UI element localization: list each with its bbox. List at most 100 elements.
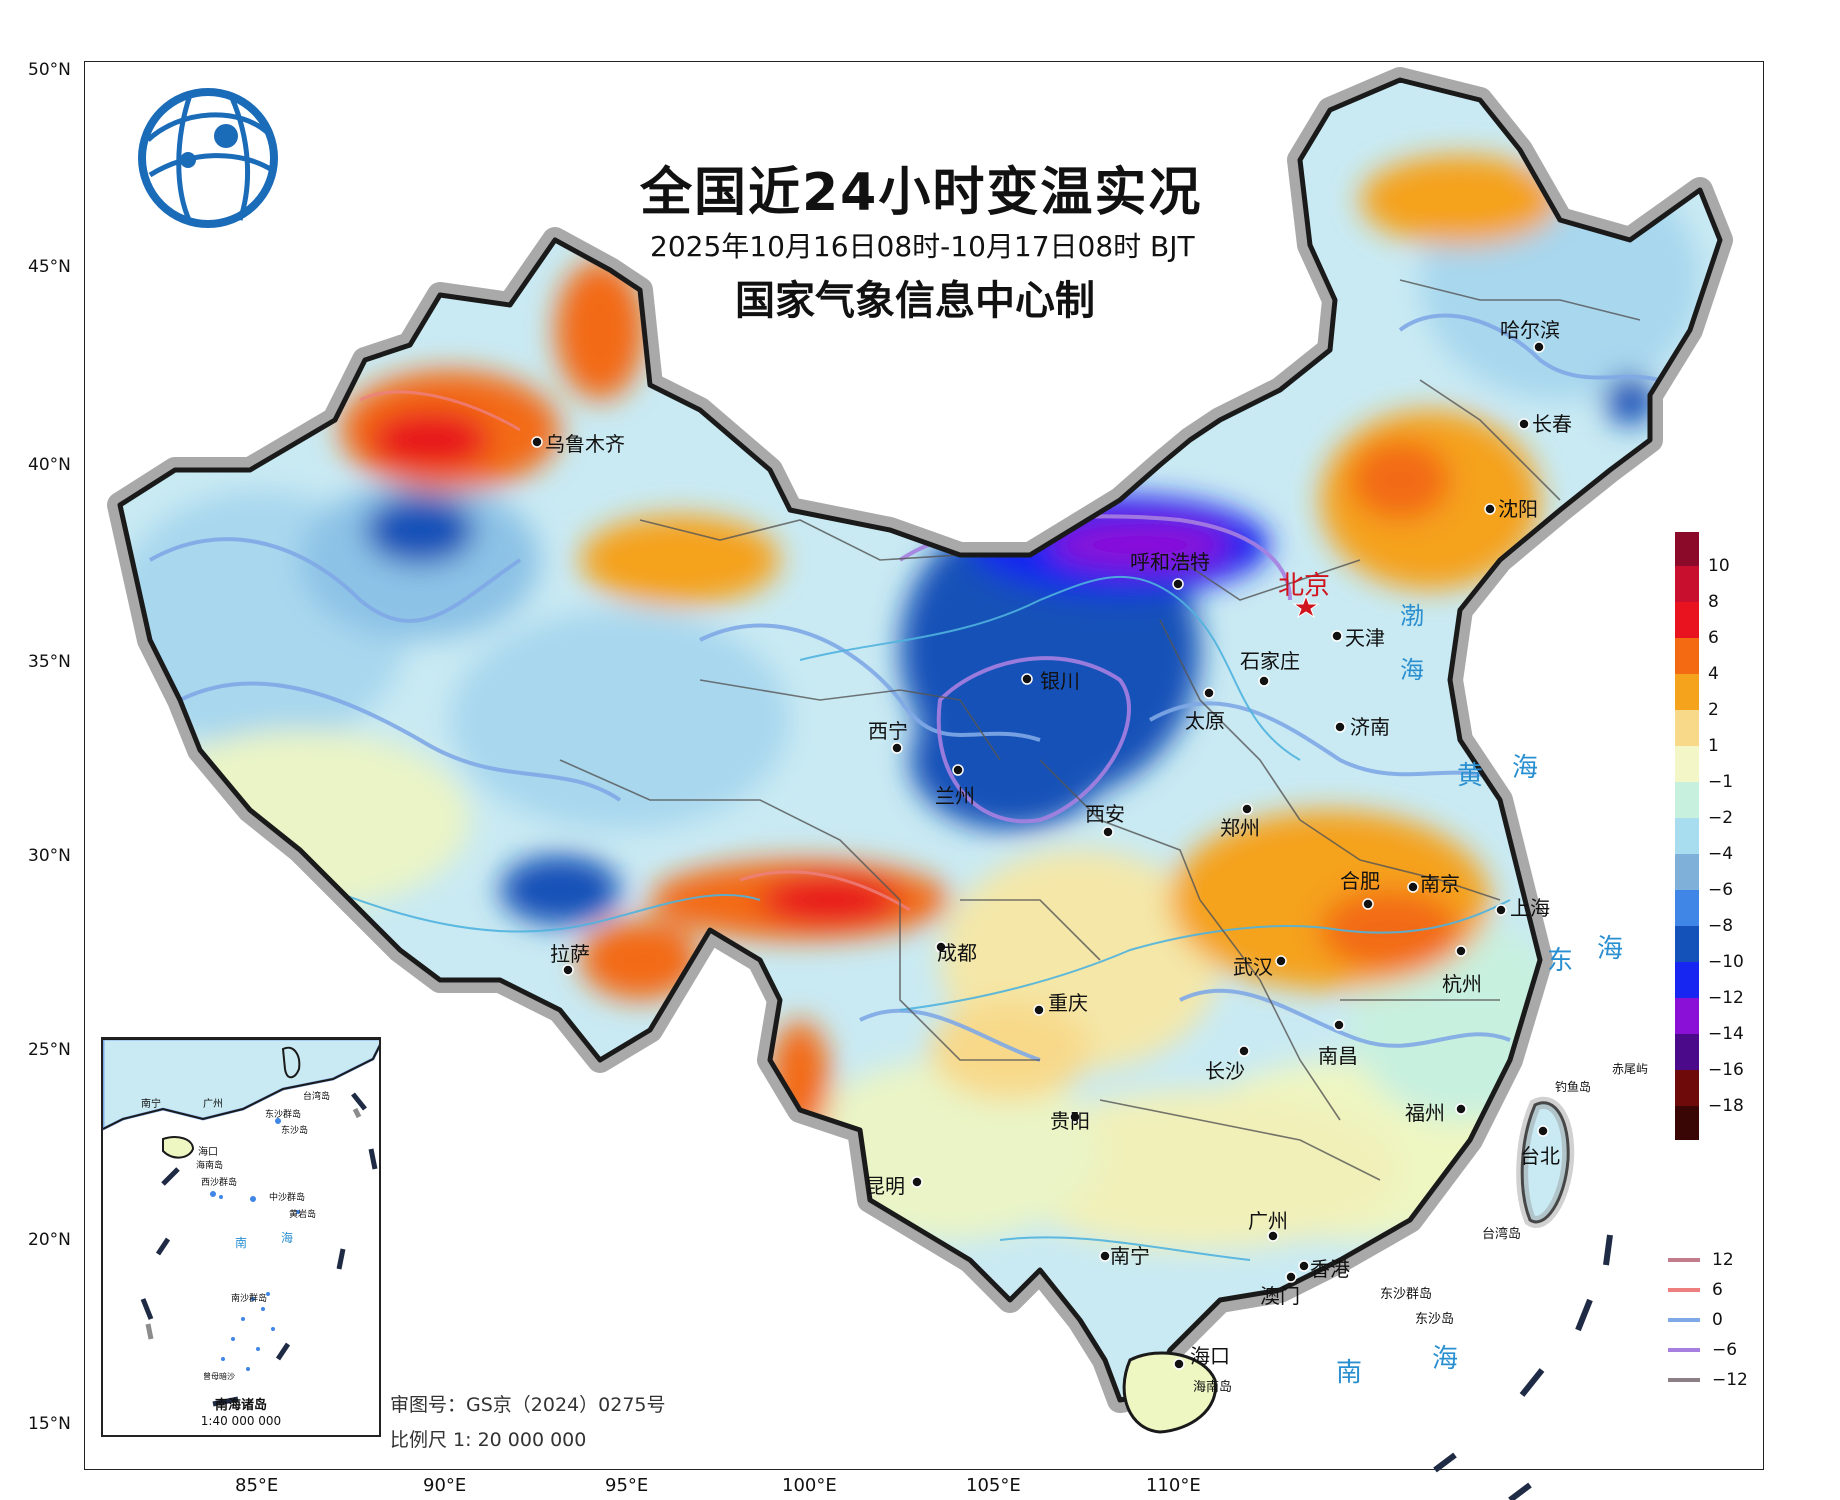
map-subtitle: 2025年10月16日08时-10月17日08时 BJT (650, 230, 1195, 263)
inset-label: 南宁 (141, 1099, 161, 1110)
legend-label: −14 (1708, 1024, 1744, 1044)
legend-label: 1 (1708, 736, 1719, 756)
sea-label: 东 (1547, 946, 1574, 976)
city-label-haikou: 海口 (1190, 1344, 1230, 1368)
place-label-dongsha-island: 东沙岛 (1415, 1312, 1455, 1327)
legend-label: −18 (1708, 1096, 1744, 1116)
place-label-hainan: 海南岛 (1193, 1380, 1233, 1395)
city-label-hangzhou: 杭州 (1442, 972, 1482, 996)
inset-label: 曾母暗沙 (203, 1372, 235, 1381)
legend-label: −12 (1708, 988, 1744, 1008)
place-label-chiwei: 赤尾屿 (1612, 1062, 1649, 1076)
lat-label: 20°N (28, 1230, 71, 1250)
city-label-nanchang: 南昌 (1318, 1044, 1358, 1068)
city-label-changchun: 长春 (1532, 412, 1572, 436)
city-label-guiyang: 贵阳 (1050, 1109, 1090, 1133)
lat-label: 25°N (28, 1040, 71, 1060)
inset-label: 台湾岛 (303, 1092, 331, 1102)
legend-label: −10 (1708, 952, 1744, 972)
legend-label: −8 (1708, 916, 1734, 936)
place-label-taiwan: 台湾岛 (1482, 1227, 1522, 1242)
city-label-guangzhou: 广州 (1248, 1209, 1288, 1233)
legend-label: 2 (1708, 700, 1719, 720)
sea-label: 海 (1512, 753, 1539, 783)
city-label-changsha: 长沙 (1205, 1059, 1245, 1083)
line-legend-label: −12 (1712, 1370, 1748, 1390)
inset-label: 南 (235, 1236, 248, 1250)
sea-label: 海 (1597, 934, 1624, 964)
city-label-xining: 西宁 (868, 719, 908, 743)
inset-title: 南海诸岛 (214, 1398, 267, 1413)
lon-label: 105°E (966, 1475, 1021, 1496)
inset-label: 海 (281, 1231, 294, 1245)
legend-colorbar (1675, 532, 1699, 1140)
inset-label: 海南岛 (196, 1161, 224, 1171)
map-frame (84, 61, 1764, 1470)
inset-label: 西沙群岛 (201, 1178, 238, 1188)
city-label-beijing: 北京 (1278, 571, 1331, 601)
legend-label: 10 (1708, 556, 1730, 576)
line-legend-label: 6 (1712, 1280, 1723, 1300)
lon-label: 110°E (1146, 1475, 1201, 1496)
city-label-tianjin: 天津 (1345, 626, 1385, 650)
inset-label: 南沙群岛 (231, 1294, 268, 1304)
sea-label: 黄 (1457, 761, 1484, 791)
city-label-nanjing: 南京 (1420, 872, 1460, 896)
inset-map-drawing (103, 1039, 379, 1407)
inset-label: 东沙岛 (281, 1126, 309, 1136)
city-label-macau: 澳门 (1260, 1284, 1300, 1308)
city-label-lhasa: 拉萨 (550, 942, 590, 966)
city-label-harbin: 哈尔滨 (1500, 318, 1560, 342)
lat-label: 35°N (28, 652, 71, 672)
city-label-jinan: 济南 (1350, 715, 1390, 739)
inset-scale: 1:40 000 000 (200, 1414, 282, 1428)
legend-label: 4 (1708, 664, 1719, 684)
sea-label: 渤 (1400, 602, 1424, 630)
inset-label: 广州 (203, 1099, 223, 1110)
lon-label: 90°E (423, 1475, 467, 1496)
map-scale: 比例尺 1: 20 000 000 (390, 1429, 587, 1451)
inset-label: 海口 (198, 1147, 218, 1158)
line-legend-label: 0 (1712, 1310, 1723, 1330)
legend-label: 8 (1708, 592, 1719, 612)
city-label-lanzhou: 兰州 (935, 784, 975, 808)
city-label-nanning: 南宁 (1110, 1244, 1150, 1268)
city-label-hefei: 合肥 (1340, 869, 1380, 893)
city-label-taipei: 台北 (1520, 1144, 1560, 1168)
city-label-urumqi: 乌鲁木齐 (545, 432, 625, 456)
legend-label: −2 (1708, 808, 1734, 828)
city-label-chongqing: 重庆 (1048, 991, 1088, 1015)
line-legend-label: −6 (1712, 1340, 1738, 1360)
sea-label: 海 (1400, 656, 1424, 684)
city-label-fuzhou: 福州 (1405, 1101, 1445, 1125)
city-label-hongkong: 香港 (1310, 1257, 1350, 1281)
review-number: 审图号：GS京（2024）0275号 (390, 1394, 666, 1416)
inset-label: 东沙群岛 (265, 1110, 302, 1120)
legend-label: −6 (1708, 880, 1734, 900)
lat-label: 15°N (28, 1414, 71, 1434)
place-label-diaoyu: 钓鱼岛 (1555, 1080, 1592, 1094)
city-label-kunming: 昆明 (865, 1174, 905, 1198)
legend-label: −1 (1708, 772, 1734, 792)
lon-label: 95°E (605, 1475, 649, 1496)
city-label-wuhan: 武汉 (1233, 955, 1273, 979)
city-label-shanghai: 上海 (1510, 896, 1550, 920)
lat-label: 30°N (28, 846, 71, 866)
city-label-shijiazhuang: 石家庄 (1240, 649, 1300, 673)
line-legend-label: 12 (1712, 1250, 1734, 1270)
lon-label: 100°E (782, 1475, 837, 1496)
legend-label: −16 (1708, 1060, 1744, 1080)
lat-label: 40°N (28, 455, 71, 475)
city-label-zhengzhou: 郑州 (1220, 816, 1260, 840)
inset-map: 南宁 广州 台湾岛 东沙群岛 东沙岛 海口 海南岛 西沙群岛 中沙群岛 黄岩岛 … (101, 1037, 381, 1437)
map-title: 全国近24小时变温实况 (640, 163, 1203, 223)
city-label-shenyang: 沈阳 (1498, 497, 1538, 521)
inset-label: 中沙群岛 (269, 1193, 306, 1203)
inset-label: 黄岩岛 (289, 1210, 317, 1220)
sea-label: 南 (1336, 1358, 1363, 1388)
map-producer: 国家气象信息中心制 (735, 278, 1095, 324)
city-label-yinchuan: 银川 (1040, 669, 1080, 693)
legend-label: 6 (1708, 628, 1719, 648)
